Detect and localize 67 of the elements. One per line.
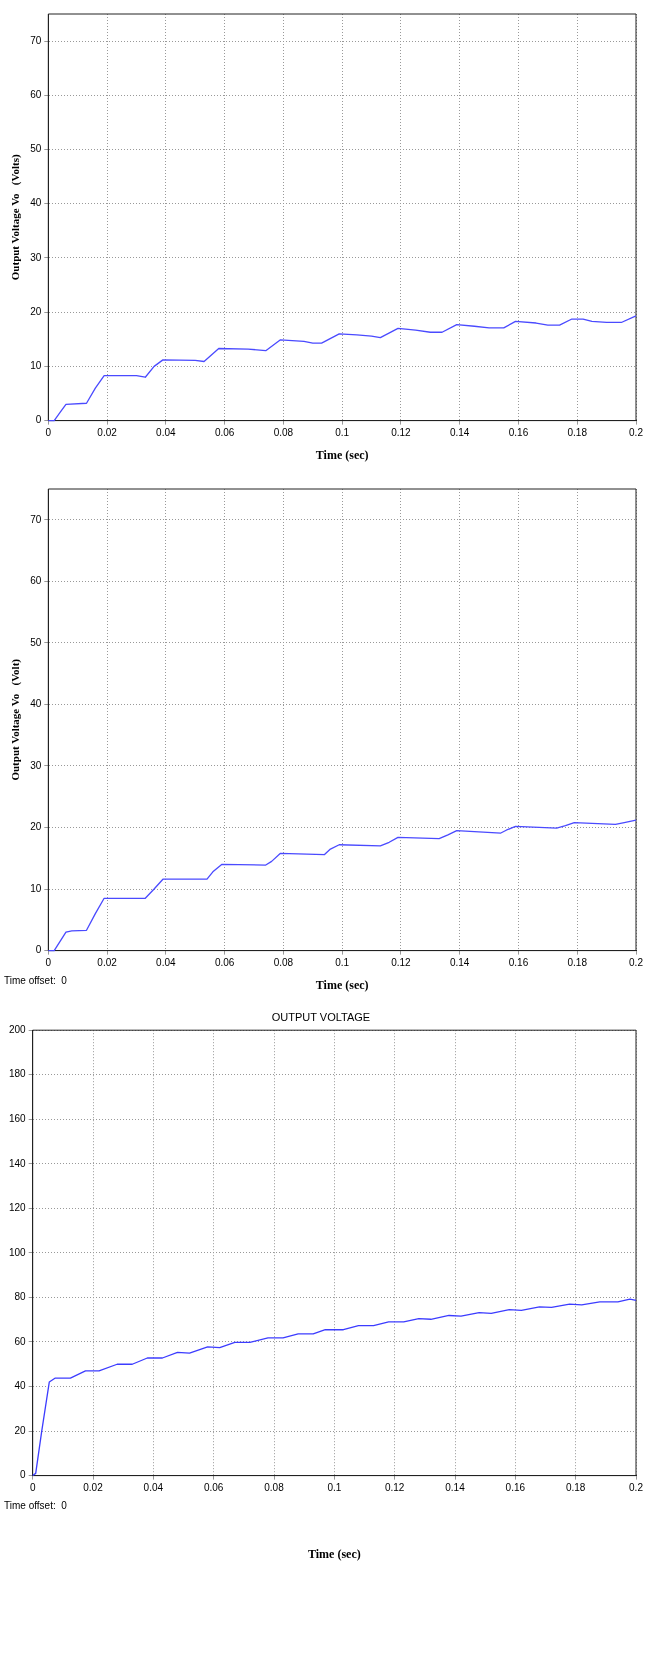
y-tick-label: 40 (14, 1380, 27, 1392)
y-tick-label: 70 (30, 513, 42, 525)
y-tick-label: 30 (30, 759, 42, 771)
chart-title: OUTPUT VOLTAGE (271, 1010, 371, 1023)
y-tick-label: 20 (14, 1424, 27, 1436)
y-tick-label: 100 (9, 1246, 27, 1258)
y-tick-label: 80 (14, 1291, 27, 1303)
x-tick-label: 0.18 (567, 427, 588, 439)
y-tick-label: 10 (30, 882, 42, 894)
y-tick-label: 0 (35, 944, 42, 956)
x-tick-label: 0.1 (335, 957, 350, 969)
y-tick-label: 20 (30, 821, 42, 833)
x-tick-label: 0 (45, 957, 52, 969)
x-tick-label: 0.12 (384, 1482, 405, 1494)
x-axis-title: Time (sec) (315, 977, 369, 992)
y-tick-label: 60 (30, 89, 42, 101)
text: Time offset: 0 (4, 975, 68, 987)
y-tick-label: 140 (9, 1157, 27, 1169)
x-axis-title: Time (sec) (315, 447, 369, 462)
x-tick-label: 0.14 (445, 1482, 466, 1494)
y-tick-label: 70 (30, 34, 42, 46)
y-tick-label: 60 (14, 1335, 27, 1347)
x-tick-label: 0.08 (273, 427, 294, 439)
x-tick-label: 0.06 (203, 1482, 224, 1494)
y-tick-label: 50 (30, 143, 42, 155)
x-tick-label: 0.12 (391, 957, 412, 969)
y-tick-label: 50 (30, 636, 42, 648)
x-tick-label: 0.02 (83, 1482, 104, 1494)
y-tick-label: 60 (30, 575, 42, 587)
x-tick-label: 0.12 (391, 427, 412, 439)
x-tick-label: 0.04 (143, 1482, 164, 1494)
y-tick-label: 40 (30, 698, 42, 710)
x-axis-title: Time (sec) (307, 1546, 361, 1561)
x-tick-label: 0.2 (629, 1482, 644, 1494)
x-tick-label: 0.16 (508, 957, 529, 969)
x-tick-label: 0.1 (327, 1482, 342, 1494)
x-tick-label: 0.16 (505, 1482, 526, 1494)
x-tick-label: 0.16 (508, 427, 529, 439)
y-tick-label: 30 (30, 251, 42, 263)
y-tick-label: 0 (35, 414, 42, 426)
x-tick-label: 0.04 (156, 427, 177, 439)
x-tick-label: 0.04 (156, 957, 177, 969)
x-tick-label: 0.08 (264, 1482, 285, 1494)
y-axis-title: Output Voltage Vo (Volt) (9, 658, 23, 781)
y-tick-label: 20 (30, 305, 42, 317)
x-tick-label: 0.18 (565, 1482, 586, 1494)
x-tick-label: 0.06 (214, 957, 235, 969)
x-tick-label: 0.2 (629, 957, 644, 969)
y-tick-label: 200 (9, 1023, 27, 1035)
y-tick-label: 0 (20, 1469, 27, 1481)
x-tick-label: 0.02 (97, 957, 118, 969)
x-tick-label: 0 (45, 427, 52, 439)
y-tick-label: 40 (30, 197, 42, 209)
x-tick-label: 0.06 (214, 427, 235, 439)
y-tick-label: 10 (30, 360, 42, 372)
x-tick-label: 0.02 (97, 427, 118, 439)
x-tick-label: 0.2 (629, 427, 644, 439)
x-tick-label: 0.08 (273, 957, 294, 969)
y-tick-label: 120 (9, 1202, 27, 1214)
x-tick-label: 0.14 (449, 427, 470, 439)
y-axis-title: Output Voltage Vo (Volts) (9, 154, 23, 281)
y-tick-label: 160 (9, 1113, 27, 1125)
x-tick-label: 0.18 (567, 957, 588, 969)
y-tick-label: 180 (9, 1068, 27, 1080)
x-tick-label: 0.1 (335, 427, 350, 439)
x-tick-label: 0.14 (449, 957, 470, 969)
text: Time offset: 0 (4, 1500, 68, 1512)
